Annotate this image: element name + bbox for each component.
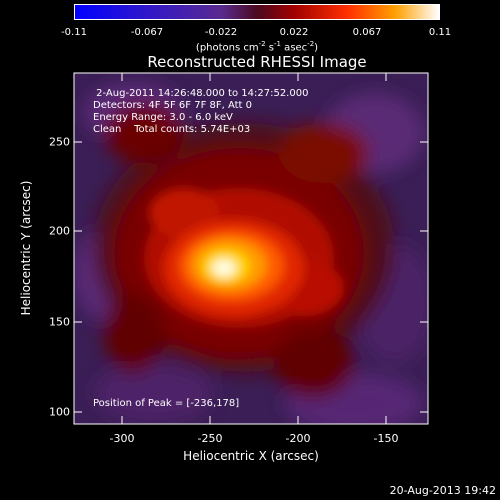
- colorbar-tick-label: -0.067: [130, 27, 164, 38]
- timestamp: 20-Aug-2013 19:42: [389, 484, 496, 497]
- plot-title: Reconstructed RHESSI Image: [147, 53, 367, 71]
- x-tick-label: -200: [285, 432, 311, 445]
- peak-position-text: Position of Peak = [-236,178]: [93, 398, 240, 409]
- info-energy-range: Energy Range: 3.0 - 6.0 keV: [93, 112, 233, 123]
- info-clean-counts: Clean Total counts: 5.74E+03: [93, 124, 251, 135]
- colorbar-unit-label: (photons cm-2 s-1 asec-2): [195, 40, 319, 54]
- colorbar-tick-label: -0.11: [61, 27, 87, 38]
- x-tick-label: -300: [109, 432, 135, 445]
- colorbar-tick-label: 0.067: [352, 27, 382, 38]
- colorbar-tick-label: 0.022: [279, 27, 309, 38]
- colorbar: [74, 4, 440, 20]
- y-tick-label: 150: [49, 315, 70, 329]
- y-axis-label: Heliocentric Y (arcsec): [19, 180, 33, 316]
- x-axis-label: Heliocentric X (arcsec): [183, 449, 319, 463]
- colorbar-tick-label: -0.022: [204, 27, 238, 38]
- y-tick-label: 200: [49, 224, 70, 238]
- colorbar-tick-label: 0.11: [428, 27, 452, 38]
- rhessi-image: [74, 73, 428, 424]
- info-time-range: 2-Aug-2011 14:26:48.000 to 14:27:52.000: [93, 88, 309, 99]
- y-tick-label: 100: [49, 405, 70, 419]
- info-detectors: Detectors: 4F 5F 6F 7F 8F, Att 0: [93, 100, 253, 111]
- x-tick-label: -250: [197, 432, 223, 445]
- x-tick-label: -150: [373, 432, 399, 445]
- y-tick-label: 250: [49, 135, 70, 149]
